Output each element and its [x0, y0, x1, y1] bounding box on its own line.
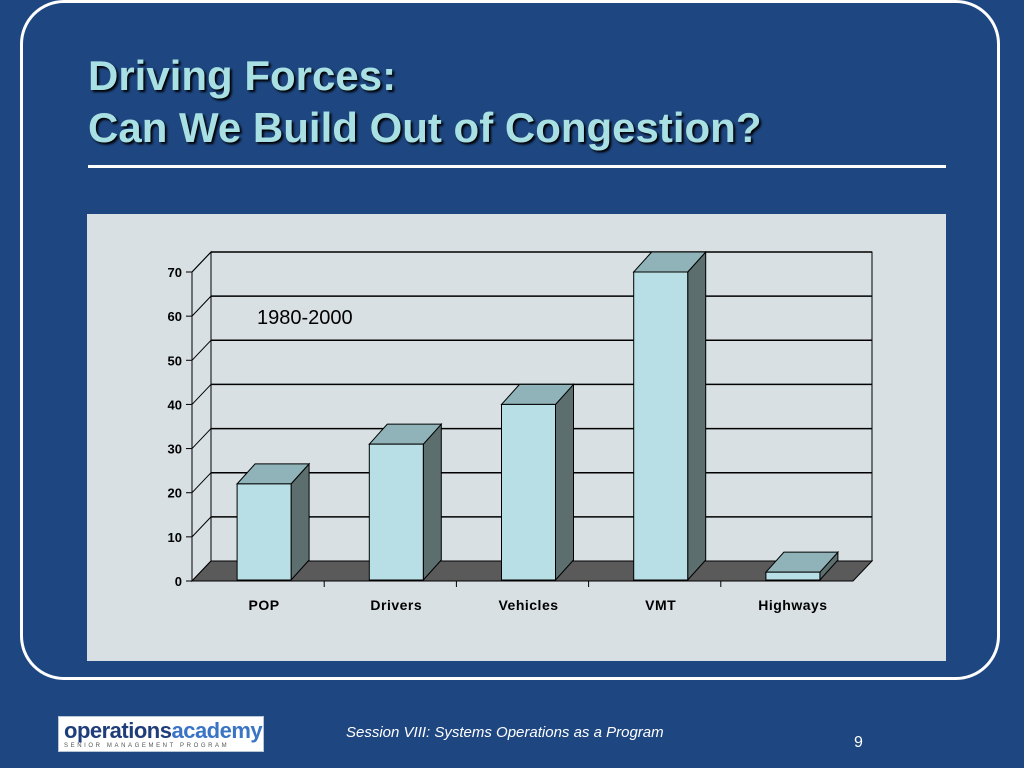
gridline-side	[191, 384, 212, 405]
bar-front	[765, 571, 821, 581]
x-tick-label: Vehicles	[498, 597, 558, 613]
x-axis: POP Drivers Vehicles VMT Highways	[192, 580, 853, 613]
logo-tagline: SENIOR MANAGEMENT PROGRAM	[64, 743, 230, 749]
gridline-side	[191, 295, 212, 317]
bar-front	[501, 403, 556, 581]
x-tick-label: Drivers	[370, 597, 422, 613]
chart-panel: 0 10 20 30 40 50 60 70 POP Drivers Vehicles VMT Hig…	[87, 214, 946, 661]
operations-academy-logo: operationsacademy SENIOR MANAGEMENT PROG…	[58, 716, 264, 752]
x-tick-label: VMT	[645, 597, 676, 613]
page-number: 9	[854, 734, 863, 751]
bar-vmt	[632, 250, 707, 582]
y-tick-label: 0	[175, 574, 182, 589]
bar-front	[368, 443, 424, 581]
bar-drivers	[368, 422, 443, 582]
bar-side	[555, 383, 574, 582]
x-tick-label: Highways	[758, 597, 827, 613]
logo-word-operations: operations	[64, 718, 172, 743]
bar-highways	[764, 550, 840, 582]
logo-wordmark: operationsacademy	[64, 718, 263, 743]
chart-annotation: 1980-2000	[257, 307, 353, 329]
gridline-side	[191, 251, 212, 273]
y-tick-label: 70	[168, 265, 182, 280]
bar-pop	[235, 462, 311, 582]
title-underline	[88, 165, 946, 168]
bar-front	[236, 483, 292, 581]
bar-vehicles	[500, 383, 575, 582]
gridline-side	[191, 472, 212, 494]
gridline-side	[191, 516, 212, 538]
gridline-side	[191, 428, 212, 449]
title-line-1: Driving Forces:	[88, 52, 397, 99]
y-tick-label: 60	[168, 309, 182, 324]
bar-chart: 0 10 20 30 40 50 60 70 POP Drivers Vehicles VMT Hig…	[168, 250, 874, 613]
y-tick-label: 30	[168, 442, 182, 457]
chart-bars	[235, 250, 840, 582]
y-tick-label: 10	[168, 530, 182, 545]
bar-side	[422, 422, 442, 582]
logo-word-academy: academy	[171, 718, 263, 743]
title-line-2: Can We Build Out of Congestion?	[88, 104, 762, 151]
y-axis: 0 10 20 30 40 50 60 70	[168, 265, 193, 589]
y-tick-label: 50	[168, 353, 182, 368]
gridline-side	[191, 339, 212, 361]
bar-front	[633, 271, 689, 581]
slide-frame	[20, 0, 1000, 680]
side-wall	[191, 250, 212, 583]
y-tick-label: 20	[168, 486, 182, 501]
footer-session-text: Session VIII: Systems Operations as a Pr…	[346, 724, 664, 741]
slide-title: Driving Forces: Can We Build Out of Cong…	[88, 50, 762, 154]
y-tick-label: 40	[168, 397, 182, 412]
x-tick-label: POP	[249, 597, 280, 613]
bar-side	[687, 250, 707, 582]
